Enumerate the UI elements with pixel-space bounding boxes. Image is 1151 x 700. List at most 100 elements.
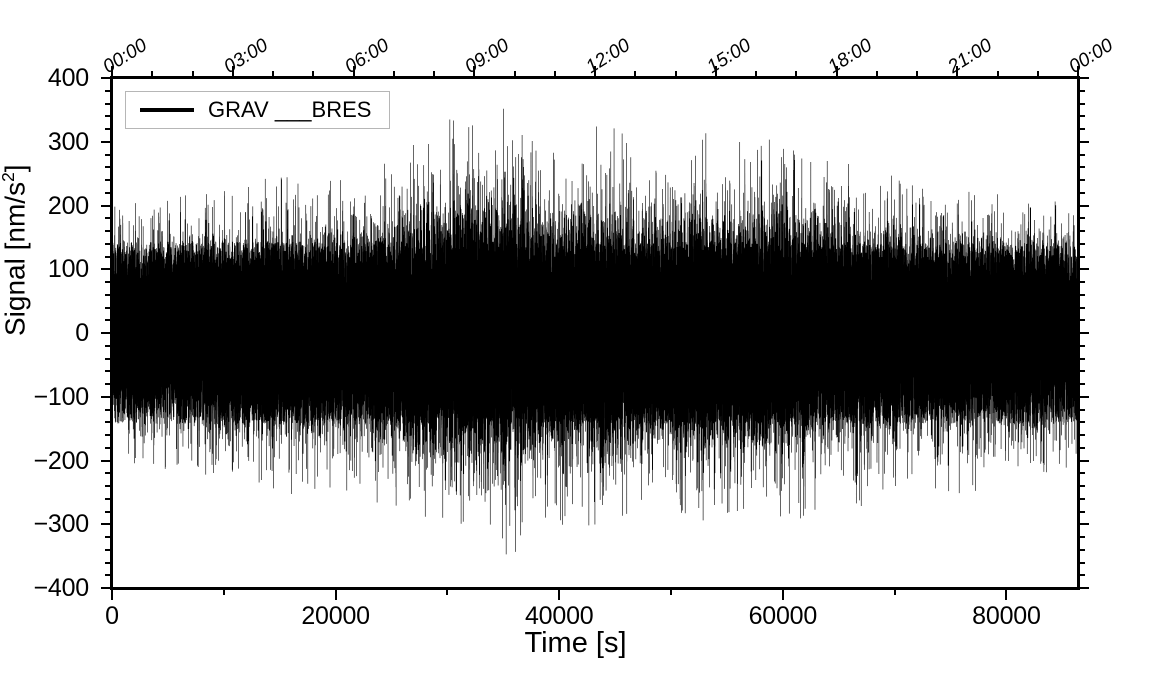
y-tick-minor-right [1078, 293, 1085, 296]
y-tick-minor-right [1078, 344, 1085, 347]
y-tick-major [101, 268, 112, 271]
y-tick-minor-right [1078, 548, 1085, 551]
x-tick-minor-top [272, 71, 274, 78]
x-tick-major-bottom [111, 588, 113, 600]
x-top-tick-label: 15:00 [703, 34, 755, 78]
y-tick-major [101, 204, 112, 207]
x-tick-minor-top [795, 71, 798, 78]
x-tick-major-top [1077, 66, 1079, 78]
y-tick-major-right [1078, 395, 1089, 398]
x-tick-major-bottom [558, 588, 561, 600]
x-tick-major-top [111, 66, 113, 78]
x-top-tick-label: 18:00 [823, 34, 876, 78]
y-tick-minor-right [1078, 102, 1085, 105]
y-tick-minor-right [1078, 383, 1085, 385]
axis-line-bottom [112, 587, 1078, 590]
y-tick-minor [105, 115, 112, 118]
y-tick-major [101, 395, 112, 398]
y-tick-minor-right [1078, 255, 1085, 258]
y-tick-minor-right [1078, 153, 1085, 156]
y-tick-minor-right [1078, 281, 1085, 283]
x-tick-minor-top [996, 71, 999, 78]
y-tick-label: 300 [47, 127, 89, 156]
y-tick-minor-right [1078, 421, 1085, 424]
y-axis-title: Signal [nm/s2] [0, 164, 31, 336]
y-tick-major-right [1078, 268, 1089, 271]
x-tick-minor-top [755, 71, 757, 78]
y-tick-major-right [1078, 523, 1089, 526]
x-top-tick-label: 21:00 [944, 34, 997, 78]
y-tick-major-right [1078, 459, 1089, 462]
y-tick-label: −400 [33, 574, 89, 602]
x-tick-minor-top [1036, 71, 1039, 78]
x-tick-major-top [594, 66, 596, 78]
y-tick-minor-right [1078, 510, 1085, 513]
y-tick-minor [105, 446, 112, 449]
y-tick-minor-right [1078, 319, 1085, 322]
y-tick-minor-right [1078, 306, 1085, 309]
y-tick-minor [105, 434, 112, 436]
y-tick-minor [105, 319, 112, 322]
y-tick-major-right [1078, 140, 1089, 143]
x-tick-minor-top [151, 71, 154, 78]
x-top-tick-label: 03:00 [220, 34, 272, 78]
y-axis-title-tail: ] [0, 164, 31, 173]
x-tick-label: 80000 [972, 602, 1041, 630]
y-tick-minor [105, 421, 112, 424]
x-tick-label: 60000 [748, 602, 818, 630]
x-tick-major-top [835, 66, 838, 78]
y-tick-minor-right [1078, 166, 1085, 169]
x-tick-minor-top [392, 71, 395, 78]
x-tick-major-bottom [781, 588, 784, 600]
y-tick-minor-right [1078, 561, 1085, 564]
y-tick-minor-right [1078, 536, 1085, 538]
y-tick-minor-right [1078, 357, 1085, 360]
x-tick-label: 40000 [524, 602, 594, 630]
x-tick-major-top [956, 66, 959, 78]
y-tick-minor [105, 89, 112, 92]
signal-trace [112, 78, 1078, 588]
y-tick-minor [105, 153, 112, 156]
x-tick-label: 0 [105, 602, 119, 630]
y-tick-label: 0 [75, 319, 89, 347]
y-tick-minor [105, 230, 112, 232]
y-tick-minor-right [1078, 179, 1085, 181]
y-tick-minor-right [1078, 115, 1085, 118]
y-tick-minor [105, 306, 112, 309]
x-top-tick-label: 06:00 [340, 34, 393, 78]
x-tick-major-top [473, 66, 476, 78]
x-tick-minor-top [513, 71, 516, 78]
x-tick-minor-top [553, 71, 556, 78]
x-tick-major-top [231, 66, 234, 78]
x-top-tick-label: 09:00 [461, 34, 514, 78]
y-tick-major [101, 587, 112, 589]
y-tick-major-right [1078, 204, 1089, 207]
y-tick-label: 400 [47, 64, 89, 92]
y-tick-major-right [1078, 587, 1089, 589]
legend-entry-label: GRAV ___BRES [208, 97, 372, 122]
y-tick-minor [105, 408, 112, 411]
x-tick-major-top [714, 66, 717, 78]
x-tick-minor-top [433, 71, 435, 78]
y-tick-minor-right [1078, 89, 1085, 92]
y-tick-minor [105, 357, 112, 360]
y-tick-minor [105, 383, 112, 385]
y-tick-minor-right [1078, 217, 1085, 220]
y-tick-minor-right [1078, 434, 1085, 436]
y-tick-minor-right [1078, 574, 1085, 577]
y-tick-minor [105, 548, 112, 551]
x-tick-major-top [352, 66, 355, 78]
y-tick-minor-right [1078, 485, 1085, 487]
y-tick-minor-right [1078, 472, 1085, 475]
y-tick-minor-right [1078, 230, 1085, 232]
y-tick-minor-right [1078, 242, 1085, 245]
x-tick-minor-top [916, 71, 918, 78]
y-tick-minor-right [1078, 497, 1085, 500]
y-tick-minor [105, 370, 112, 373]
y-tick-minor-right [1078, 191, 1085, 194]
legend[interactable]: GRAV ___BRES [125, 91, 391, 129]
y-tick-minor-right [1078, 408, 1085, 411]
y-tick-minor [105, 242, 112, 245]
y-tick-major-right [1078, 332, 1089, 334]
